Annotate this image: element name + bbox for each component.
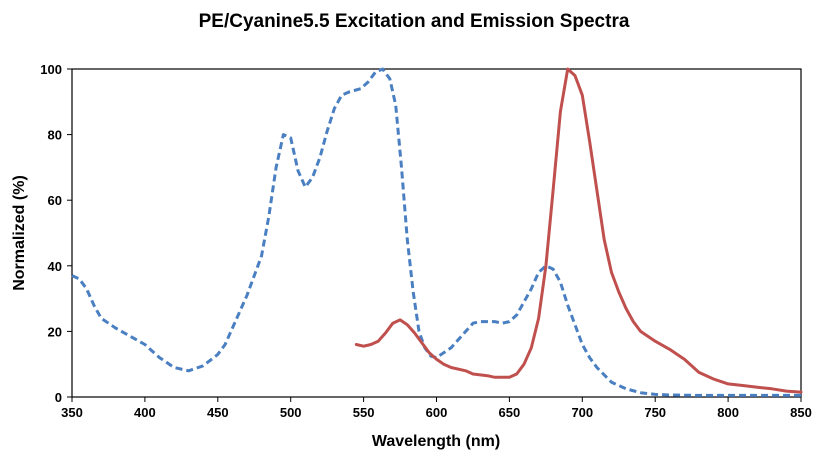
x-tick-label: 850 bbox=[790, 405, 812, 420]
x-tick-label: 700 bbox=[571, 405, 593, 420]
plot-frame bbox=[71, 68, 802, 398]
x-tick-label: 650 bbox=[499, 405, 521, 420]
x-tick-label: 800 bbox=[717, 405, 739, 420]
plot-area: 350 400 450 500 550 600 650 700 750 800 850 0 20 40 60… bbox=[40, 62, 812, 420]
chart-title: PE/Cyanine5.5 Excitation and Emission Sp… bbox=[199, 11, 630, 32]
emission-series-line bbox=[354, 67, 803, 394]
x-axis-label: Wavelength (nm) bbox=[372, 433, 500, 450]
x-tick-label: 600 bbox=[426, 405, 448, 420]
y-tick-label: 40 bbox=[48, 259, 62, 274]
x-tick-label: 500 bbox=[280, 405, 302, 420]
y-tick-label: 60 bbox=[48, 193, 62, 208]
y-tick-label: 100 bbox=[40, 62, 62, 77]
y-tick-label: 80 bbox=[48, 128, 62, 143]
x-tick-label: 450 bbox=[207, 405, 229, 420]
excitation-series-line bbox=[71, 67, 801, 397]
y-axis-label: Normalized (%) bbox=[11, 175, 28, 291]
x-tick-label: 550 bbox=[353, 405, 375, 420]
x-tick-label: 350 bbox=[61, 405, 83, 420]
x-tick-label: 750 bbox=[644, 405, 666, 420]
y-tick-label: 20 bbox=[48, 324, 62, 339]
x-tick-label: 400 bbox=[134, 405, 156, 420]
y-tick-label: 0 bbox=[55, 390, 62, 405]
